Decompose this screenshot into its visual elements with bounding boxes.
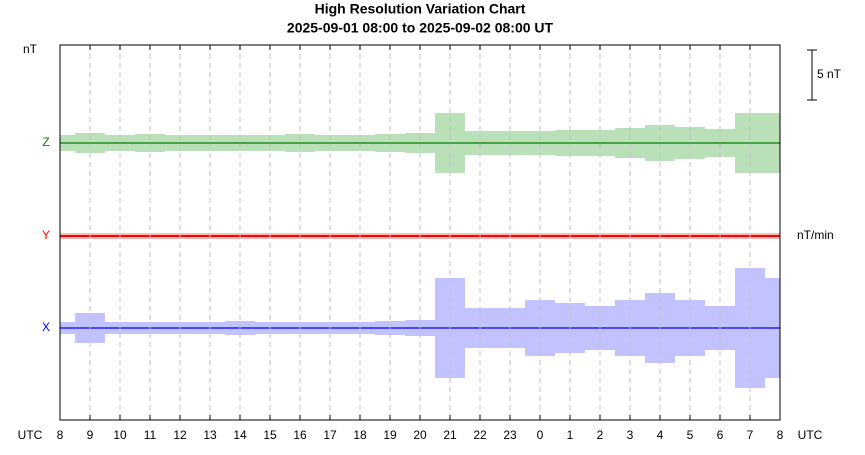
- chart-subtitle: 2025-09-01 08:00 to 2025-09-02 08:00 UT: [287, 20, 554, 36]
- x-tick-label: 8: [777, 428, 784, 442]
- y-unit: nT: [23, 42, 38, 56]
- x-tick-label: 10: [113, 428, 127, 442]
- x-tick-label: 16: [293, 428, 307, 442]
- rate-unit: nT/min: [797, 228, 834, 242]
- x-tick-label: 11: [144, 428, 157, 442]
- x-tick-label: 7: [747, 428, 754, 442]
- x-tick-label: 8: [57, 428, 64, 442]
- series-label: Z: [42, 135, 49, 149]
- x-tick-label: 2: [597, 428, 604, 442]
- scale-label: 5 nT: [817, 67, 842, 81]
- x-tick-label: 1: [567, 428, 574, 442]
- chart-title: High Resolution Variation Chart: [315, 1, 526, 17]
- x-tick-label: 14: [233, 428, 247, 442]
- x-tick-label: 5: [687, 428, 694, 442]
- x-tick-label: 4: [657, 428, 664, 442]
- x-tick-label: 13: [203, 428, 217, 442]
- series-label: X: [42, 320, 50, 334]
- x-label-left: UTC: [18, 428, 43, 442]
- x-tick-label: 12: [173, 428, 187, 442]
- x-label-right: UTC: [798, 428, 823, 442]
- x-tick-label: 23: [503, 428, 517, 442]
- x-tick-label: 18: [353, 428, 367, 442]
- x-tick-label: 19: [383, 428, 397, 442]
- x-tick-label: 17: [323, 428, 337, 442]
- x-tick-label: 21: [443, 428, 457, 442]
- x-tick-label: 6: [717, 428, 724, 442]
- series-label: Y: [42, 228, 50, 242]
- x-tick-label: 3: [627, 428, 634, 442]
- x-tick-label: 0: [537, 428, 544, 442]
- x-tick-label: 15: [263, 428, 277, 442]
- x-tick-label: 22: [473, 428, 487, 442]
- x-tick-label: 20: [413, 428, 427, 442]
- x-tick-label: 9: [87, 428, 94, 442]
